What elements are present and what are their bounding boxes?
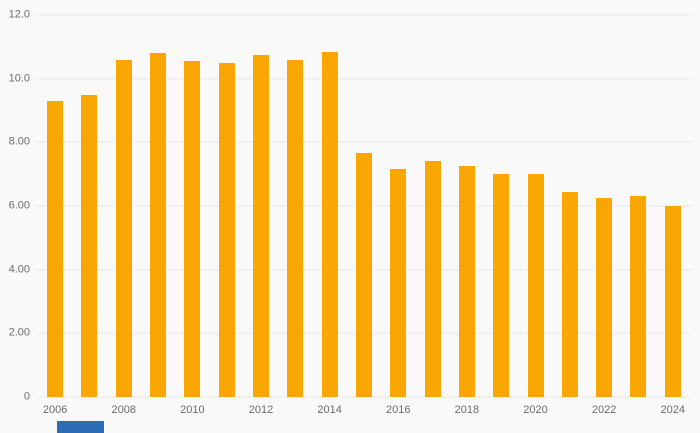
bar-slot (450, 15, 484, 397)
gridline (38, 78, 690, 80)
bar-slot (210, 15, 244, 397)
bar-2006[interactable] (47, 100, 64, 397)
x-axis-label (210, 403, 244, 419)
bar-2016[interactable] (390, 169, 407, 397)
y-axis-label: 4.00 (8, 263, 30, 276)
gridline (38, 14, 690, 16)
x-axis-label: 2010 (180, 404, 205, 416)
x-axis-label (347, 403, 381, 419)
x-axis-label: 2014 (317, 404, 342, 416)
y-axis-label: 0 (23, 390, 30, 403)
bar-slot (38, 15, 72, 397)
x-axis-label (278, 403, 312, 419)
bar-2011[interactable] (218, 62, 235, 397)
gridline (38, 396, 690, 398)
x-axis-label (141, 403, 175, 419)
bar-slot (107, 15, 141, 397)
bar-2009[interactable] (150, 53, 167, 397)
bar-slot (313, 15, 347, 397)
bar-slot (141, 15, 175, 397)
bar-slot (175, 15, 209, 397)
x-axis-label (72, 403, 106, 419)
bar-slot (621, 15, 655, 397)
bar-slot (278, 15, 312, 397)
bar-2017[interactable] (424, 161, 441, 397)
bar-2020[interactable] (527, 174, 544, 397)
bar-2010[interactable] (184, 61, 201, 397)
bar-2021[interactable] (561, 191, 578, 397)
x-axis-label: 2006 (42, 404, 68, 416)
bar-2018[interactable] (458, 166, 475, 397)
bar-slot (587, 15, 621, 397)
bar-2023[interactable] (630, 196, 647, 397)
y-axis-label: 12.0 (8, 8, 30, 21)
bottom-left-blue-badge (57, 421, 104, 433)
x-axis-label: 2008 (111, 404, 137, 416)
y-axis-label: 2.00 (8, 326, 30, 339)
bar-2014[interactable] (321, 51, 338, 397)
bar-2008[interactable] (115, 59, 132, 397)
bar-slot (72, 15, 106, 397)
y-axis-label: 10.0 (8, 72, 30, 85)
gridline (38, 141, 690, 143)
x-axis-label (484, 403, 518, 419)
bar-2007[interactable] (81, 94, 98, 397)
bar-2022[interactable] (596, 198, 613, 397)
bar-2012[interactable] (253, 54, 270, 397)
bar-slot (553, 15, 587, 397)
x-axis-label: 2016 (386, 404, 411, 416)
bar-2013[interactable] (287, 59, 304, 397)
bar-slot (381, 15, 415, 397)
y-axis: 0 2.00 4.00 6.00 8.00 10.0 12.0 (0, 9, 34, 402)
bar-slot (656, 15, 690, 397)
bar-slot (415, 15, 449, 397)
plot-area (38, 14, 690, 398)
x-axis-label: 2020 (523, 404, 548, 416)
x-axis: 2006 2008 2010 2012 2014 2016 2018 2020 2022 2024 (38, 403, 690, 419)
x-axis-label (621, 403, 655, 419)
x-axis-label: 2012 (248, 404, 274, 416)
x-axis-label (553, 403, 587, 419)
x-axis-label: 2018 (454, 404, 480, 416)
bar-series (38, 15, 690, 397)
bar-2024[interactable] (664, 206, 681, 397)
y-axis-label: 6.00 (8, 199, 30, 212)
x-axis-label: 2022 (591, 404, 617, 416)
y-axis-label: 8.00 (8, 135, 30, 148)
bar-slot (484, 15, 518, 397)
bar-slot (244, 15, 278, 397)
x-axis-label: 2024 (660, 404, 686, 416)
x-axis-label (415, 403, 449, 419)
bar-2015[interactable] (355, 153, 372, 397)
bar-slot (518, 15, 552, 397)
bar-2019[interactable] (493, 174, 510, 397)
bar-slot (347, 15, 381, 397)
